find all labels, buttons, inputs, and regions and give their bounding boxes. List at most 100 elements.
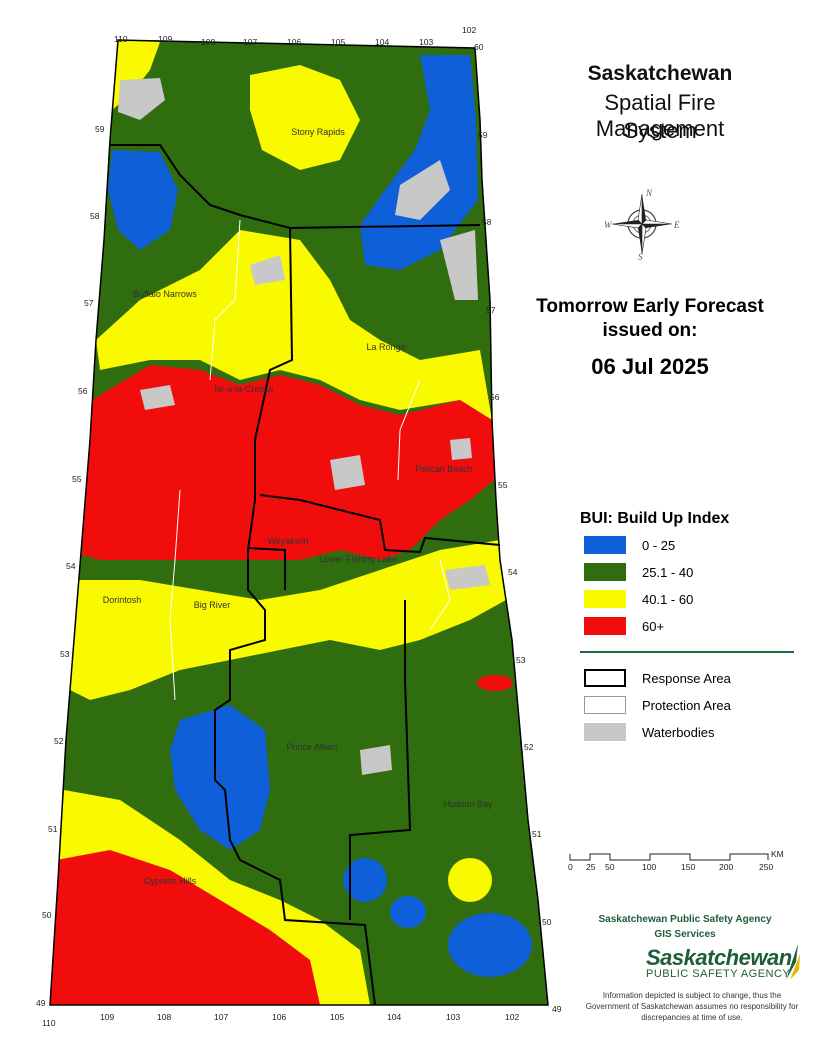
- agency-line-1: Saskatchewan Public Safety Agency: [598, 914, 772, 925]
- scale-tick-25: 25: [586, 862, 596, 872]
- scale-tick-150: 150: [681, 862, 695, 872]
- place-label-la-ronge: La Ronge: [366, 342, 405, 352]
- forecast-line-1: Tomorrow Early Forecast: [536, 296, 764, 317]
- compass-rose-icon: N W E S: [604, 188, 680, 262]
- legend-feature-row: Response Area: [584, 668, 731, 688]
- lat-label-right-54: 54: [508, 567, 518, 577]
- place-label-buffalo-narrows: Buffalo Narrows: [133, 289, 197, 299]
- legend-swatch: [584, 696, 626, 714]
- lat-label-right-50: 50: [542, 917, 552, 927]
- lon-label-bottom-109: 109: [100, 1012, 114, 1022]
- response-areas: [110, 144, 501, 1006]
- legend-swatch: [584, 669, 626, 687]
- lon-label-top-107: 107: [243, 37, 257, 47]
- lon-label-top-103: 103: [419, 37, 433, 47]
- title-line-1: Saskatchewan: [587, 62, 733, 85]
- lon-label-bottom-110: 110: [42, 1018, 56, 1028]
- scale-tick-50: 50: [605, 862, 615, 872]
- bui-zone-40-60-central: [96, 230, 492, 420]
- legend-class-label: 40.1 - 60: [642, 591, 694, 607]
- lat-label-right-51: 51: [532, 829, 542, 839]
- lat-label-left-58: 58: [90, 211, 100, 221]
- lon-label-top-105: 105: [331, 37, 345, 47]
- lat-label-left-49: 49: [36, 998, 46, 1008]
- legend-class-row: 25.1 - 40: [584, 562, 693, 582]
- scale-tick-100: 100: [642, 862, 656, 872]
- bui-zone-60-plus-sw: [50, 850, 320, 1005]
- place-label-stony-rapids: Stony Rapids: [291, 127, 345, 137]
- place-label-dorintosh: Dorintosh: [103, 595, 142, 605]
- place-label-pelican-beach: Pelican Beach: [415, 464, 473, 474]
- lon-label-bottom-106: 106: [272, 1012, 286, 1022]
- bui-zone-0-25-s2: [390, 896, 426, 928]
- lon-label-top-108: 108: [201, 37, 215, 47]
- legend-feature-label: Waterbodies: [642, 724, 715, 740]
- lat-label-right-53: 53: [516, 655, 526, 665]
- legend-title: BUI: Build Up Index: [580, 510, 730, 527]
- logo-name: Saskatchewan: [646, 945, 792, 970]
- bui-zones: [50, 40, 548, 1005]
- scale-unit: KM: [771, 849, 784, 859]
- place-label-ile-a-la-crosse: Ile-a-la-Crosse: [214, 384, 273, 394]
- scale-tick-0: 0: [568, 862, 573, 872]
- protection-areas: [169, 219, 451, 701]
- lon-label-bottom-104: 104: [387, 1012, 401, 1022]
- lon-label-bottom-103: 103: [446, 1012, 460, 1022]
- legend-class-label: 25.1 - 40: [642, 564, 694, 580]
- place-label-prince-albert: Prince Albert: [286, 742, 338, 752]
- lat-label-right-56: 56: [490, 392, 500, 402]
- lat-label-left-53: 53: [60, 649, 70, 659]
- scale-bar: 0 25 50 100 150 200 250 KM: [568, 849, 784, 872]
- wheat-icon: [786, 944, 800, 980]
- legend-feature-row: Protection Area: [584, 695, 731, 715]
- lon-label-top-109: 109: [158, 34, 172, 44]
- disclaimer: Information depicted is subject to chang…: [585, 991, 799, 1022]
- lon-label-bottom-107: 107: [214, 1012, 228, 1022]
- lat-label-right-57: 57: [486, 305, 496, 315]
- compass-south: S: [638, 252, 643, 262]
- lon-label-bottom-105: 105: [330, 1012, 344, 1022]
- lat-label-right-60: 60: [474, 42, 484, 52]
- lat-label-left-50: 50: [42, 910, 52, 920]
- bui-zone-40-60-stony: [250, 65, 360, 170]
- compass-east: E: [673, 220, 680, 230]
- lat-label-left-59: 59: [95, 124, 105, 134]
- legend-feature-label: Response Area: [642, 670, 731, 686]
- lat-label-left-55: 55: [72, 474, 82, 484]
- forecast-date: 06 Jul 2025: [591, 354, 709, 379]
- place-label-big-river: Big River: [194, 600, 231, 610]
- lat-label-right-49: 49: [552, 1004, 562, 1014]
- lat-label-left-52: 52: [54, 736, 64, 746]
- bui-zone-60-plus: [82, 365, 494, 560]
- bui-zone-0-25-s1: [343, 858, 387, 902]
- lon-label-bottom-108: 108: [157, 1012, 171, 1022]
- legend-feature-label: Protection Area: [642, 697, 731, 713]
- legend-class-row: 0 - 25: [584, 535, 675, 555]
- legend-swatch: [584, 617, 626, 635]
- legend-feature-row: Waterbodies: [584, 722, 715, 742]
- lat-label-left-54: 54: [66, 561, 76, 571]
- forecast-line-2: issued on:: [602, 320, 698, 341]
- lat-label-left-56: 56: [78, 386, 88, 396]
- lon-label-top-102: 102: [462, 25, 476, 35]
- lat-label-left-51: 51: [48, 824, 58, 834]
- lat-label-right-59: 59: [478, 130, 488, 140]
- legend-divider: [580, 651, 794, 653]
- bui-zone-60-plus-e: [477, 675, 513, 691]
- lat-label-right-52: 52: [524, 742, 534, 752]
- lon-label-bottom-102: 102: [505, 1012, 519, 1022]
- legend-swatch: [584, 590, 626, 608]
- province-boundary: [49, 39, 549, 1006]
- scale-tick-200: 200: [719, 862, 733, 872]
- lon-label-top-110: 110: [114, 34, 128, 44]
- lat-label-right-55: 55: [498, 480, 508, 490]
- waterbodies: [118, 78, 490, 775]
- place-label-weyakwin: Weyakwin: [268, 536, 309, 546]
- lat-label-left-57: 57: [84, 298, 94, 308]
- agency-line-2: GIS Services: [654, 929, 716, 940]
- place-label-cypress-hills: Cypress Hills: [144, 876, 197, 886]
- legend-swatch: [584, 723, 626, 741]
- bui-zone-40-60-mid: [70, 540, 506, 700]
- logo-sub: PUBLIC SAFETY AGENCY: [646, 968, 791, 980]
